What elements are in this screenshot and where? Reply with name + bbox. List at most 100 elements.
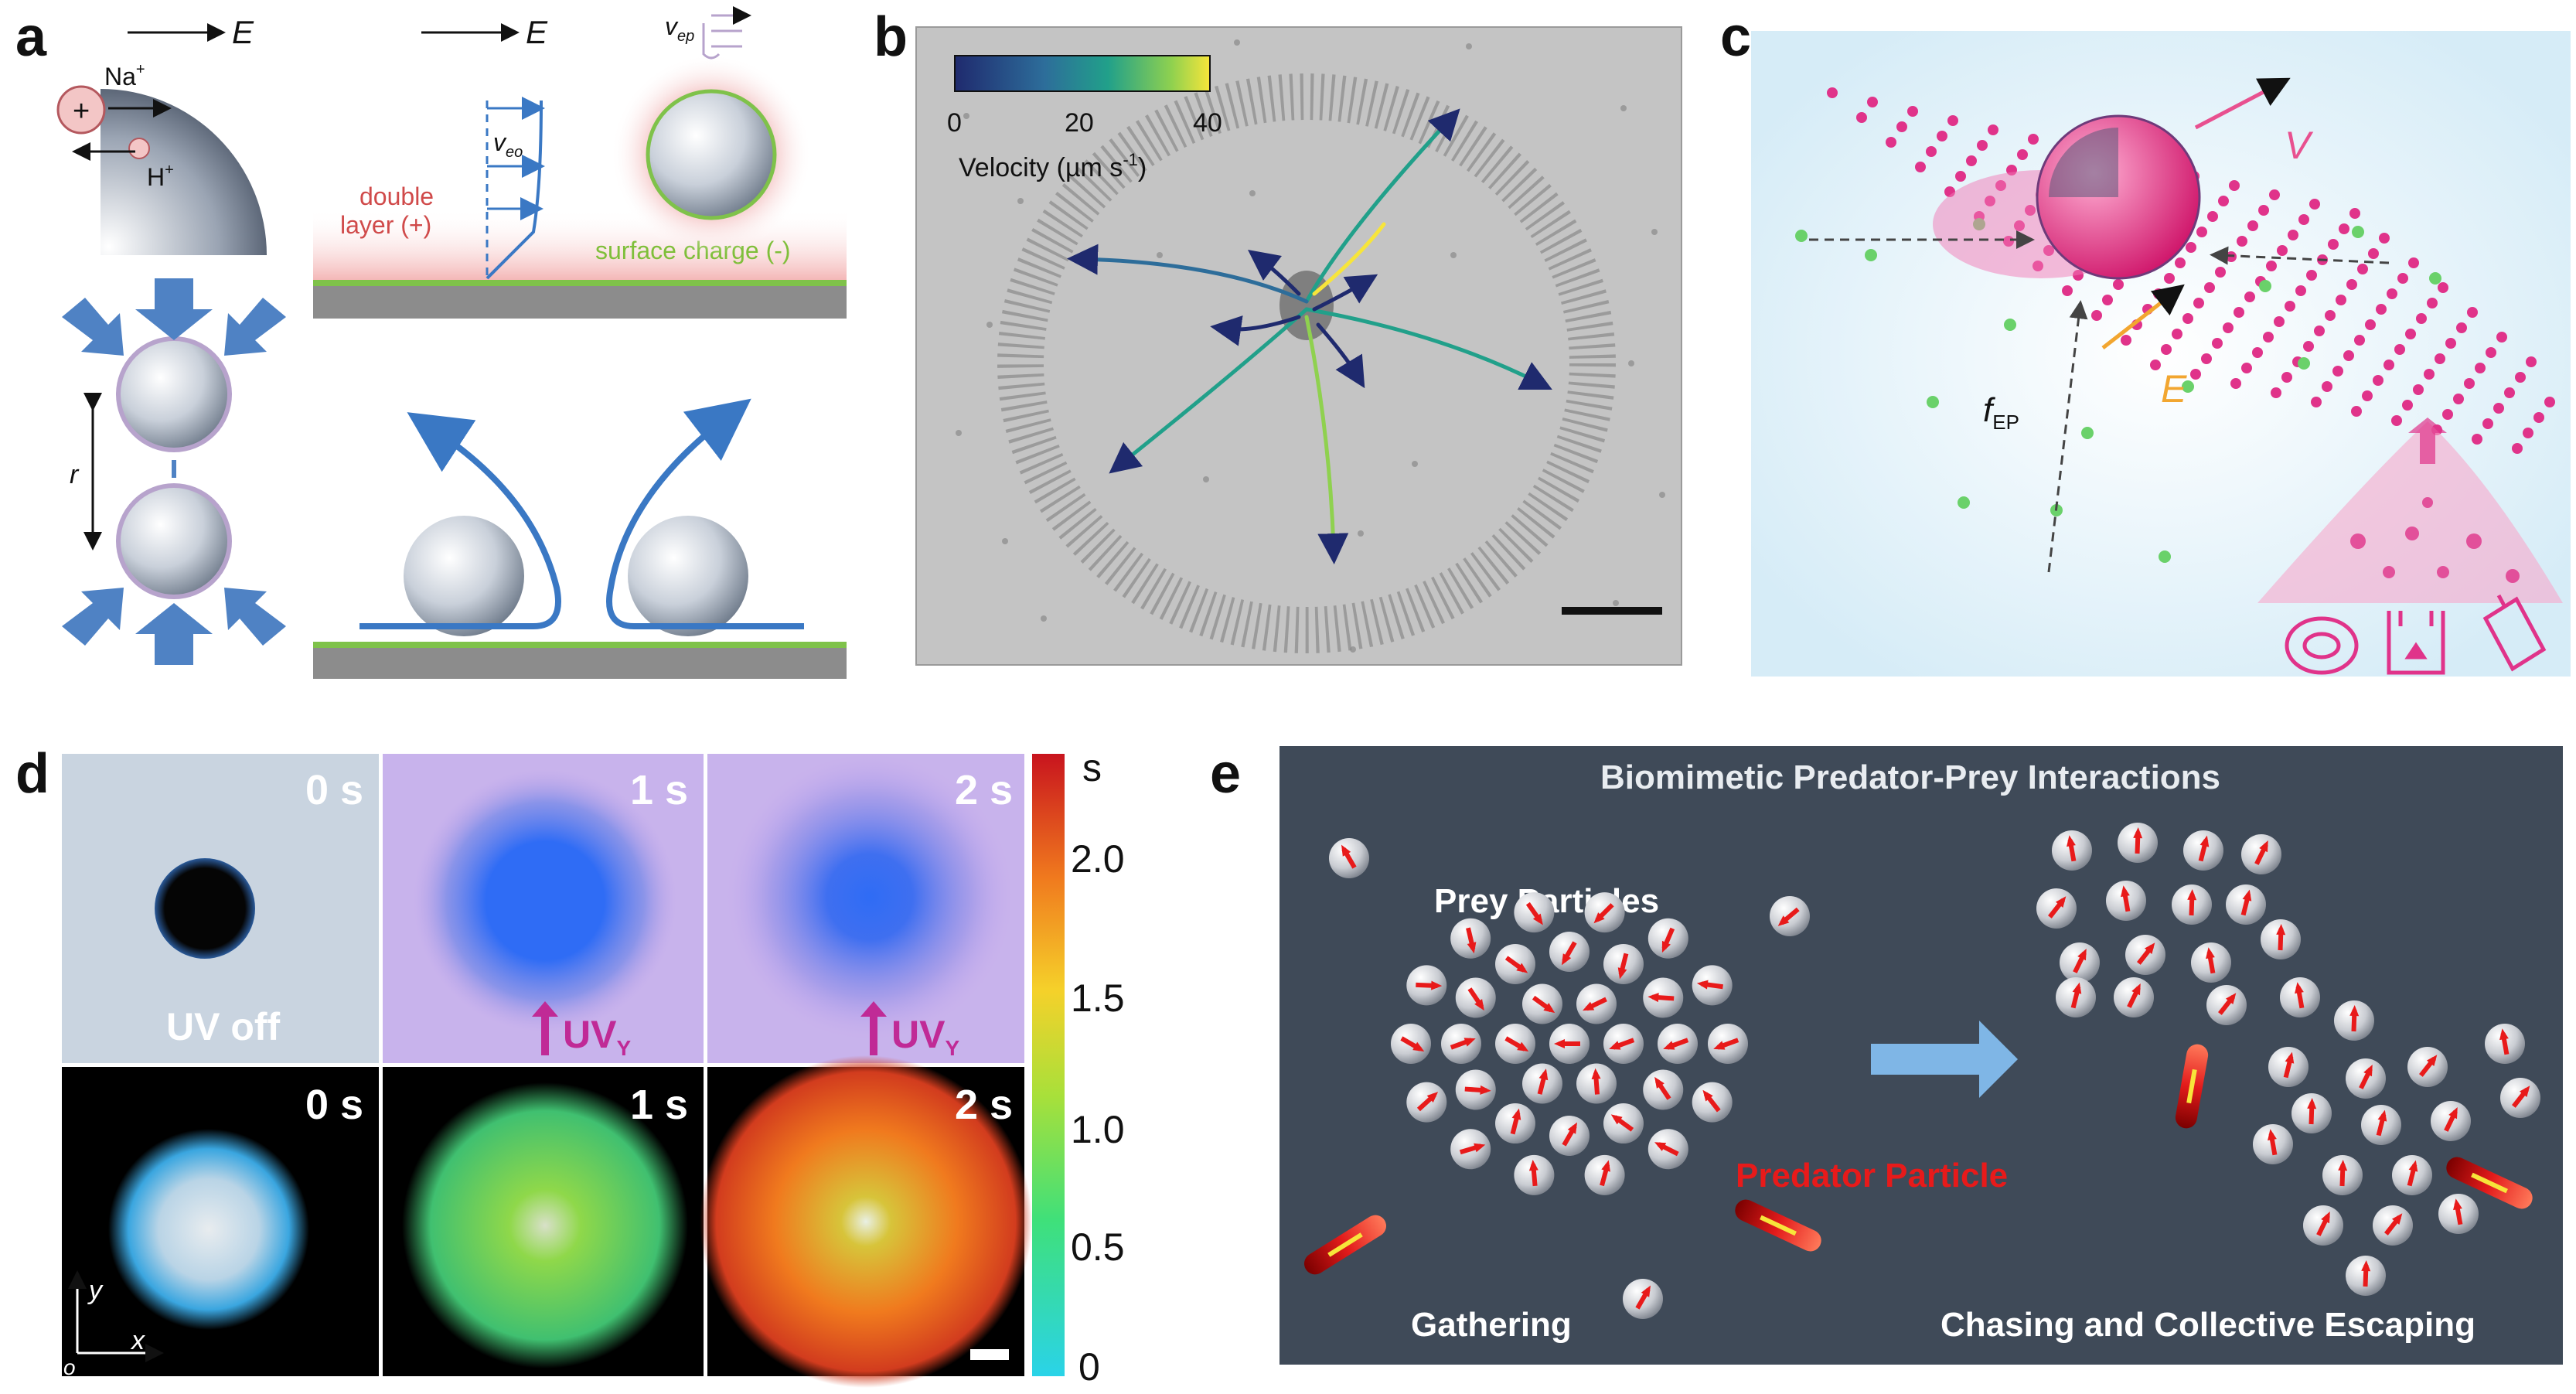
double-layer-label-2: layer (+) bbox=[340, 211, 431, 239]
lattice-particle bbox=[1896, 121, 1907, 132]
lattice-particle bbox=[2175, 257, 2186, 268]
prey-particle bbox=[2303, 1205, 2343, 1246]
surface-charge-strip bbox=[313, 280, 847, 286]
panel-c: c V E fEP bbox=[1720, 6, 2571, 677]
lattice-particle bbox=[2258, 205, 2269, 216]
prey-particle bbox=[1514, 892, 1555, 933]
panel-letter-a: a bbox=[15, 6, 47, 68]
prey-particle bbox=[1495, 943, 1535, 984]
lattice-particle bbox=[2269, 189, 2280, 200]
predator-label: Predator Particle bbox=[1736, 1157, 2008, 1195]
lattice-particle bbox=[2339, 223, 2349, 234]
lattice-particle bbox=[2229, 180, 2240, 191]
e-arrow bbox=[2101, 284, 2185, 349]
prey-particle bbox=[2056, 977, 2096, 1017]
e-field-label-2: E bbox=[526, 14, 548, 50]
particle-ring bbox=[997, 73, 1616, 653]
prey-particle bbox=[2322, 1155, 2363, 1195]
lattice-particle bbox=[1937, 131, 1947, 141]
time-colorbar bbox=[1032, 754, 1065, 1376]
prey-particle bbox=[1576, 1063, 1617, 1104]
bottom-time-2: 2 s bbox=[955, 1082, 1013, 1128]
lattice-particle bbox=[2028, 134, 2039, 145]
lattice-particle bbox=[2281, 372, 2292, 383]
prey-particle bbox=[1603, 943, 1644, 984]
lattice-particle bbox=[2482, 418, 2493, 429]
process-arrow bbox=[1871, 1021, 2018, 1098]
lattice-particle bbox=[2207, 211, 2218, 222]
lattice-particle bbox=[2391, 415, 2402, 426]
velocity-colorbar bbox=[954, 55, 1211, 92]
force-lines bbox=[1809, 230, 2390, 573]
lattice-particle bbox=[2424, 369, 2435, 380]
lattice-particle bbox=[2121, 335, 2131, 346]
prey-particle bbox=[2373, 1205, 2413, 1246]
scale-bar-d bbox=[970, 1349, 1009, 1360]
prey-particle bbox=[2241, 834, 2281, 874]
lattice-particle bbox=[2442, 409, 2453, 420]
colorbar-unit: s bbox=[1082, 746, 1102, 789]
prey-particle bbox=[2206, 985, 2247, 1025]
prey-particle bbox=[2346, 1256, 2386, 1296]
prey-cluster-right bbox=[2036, 823, 2540, 1296]
prey-particle bbox=[1623, 1279, 1663, 1319]
lattice-particle bbox=[2062, 285, 2073, 296]
lattice-particle bbox=[2346, 279, 2357, 290]
lattice-particle bbox=[2435, 353, 2445, 364]
prey-particle bbox=[1643, 1069, 1684, 1110]
lattice-particle bbox=[2533, 412, 2544, 423]
panel-e-title: Biomimetic Predator-Prey Interactions bbox=[1600, 758, 2220, 796]
prey-cluster-left bbox=[1329, 838, 1810, 1319]
prey-particle bbox=[1643, 977, 1684, 1018]
lattice-particle bbox=[1966, 155, 1977, 166]
lattice-particle bbox=[2182, 313, 2193, 324]
lattice-particle bbox=[2475, 363, 2486, 373]
substrate bbox=[313, 286, 847, 319]
substrate-2 bbox=[313, 648, 847, 679]
lattice-particle bbox=[1907, 106, 1918, 117]
lattice-particle bbox=[2357, 264, 2368, 274]
prey-particle bbox=[2500, 1078, 2540, 1118]
prey-particle bbox=[2485, 1024, 2525, 1064]
lattice-particle bbox=[2295, 285, 2306, 296]
lattice-particle bbox=[2091, 310, 2102, 321]
colorbar-tick-40: 40 bbox=[1193, 108, 1222, 138]
lattice-particle bbox=[2314, 325, 2325, 336]
lattice-particle bbox=[2402, 400, 2413, 411]
colorbar-tick-20: 20 bbox=[1065, 108, 1094, 138]
prey-particle bbox=[1514, 1154, 1555, 1195]
particle-quarter bbox=[101, 89, 267, 255]
uv-label-2: UVY bbox=[891, 1013, 959, 1060]
lattice-particle bbox=[2343, 350, 2354, 361]
lattice-particle bbox=[2303, 341, 2314, 352]
lattice-particle bbox=[2237, 236, 2247, 247]
prey-particle bbox=[2392, 1155, 2432, 1195]
prey-particle bbox=[1708, 1024, 1748, 1064]
lattice-particle bbox=[2362, 390, 2373, 401]
track-2s bbox=[700, 1055, 1032, 1388]
lattice-particle bbox=[2234, 307, 2244, 318]
lattice-particle bbox=[2215, 267, 2226, 278]
e-field-label: E bbox=[232, 14, 254, 50]
track-1s bbox=[402, 1082, 688, 1368]
lattice-particle bbox=[2486, 347, 2496, 358]
predator-center bbox=[1735, 1199, 1821, 1252]
lattice-particle bbox=[2322, 381, 2332, 392]
panel-letter-b: b bbox=[874, 6, 908, 68]
lattice-particle bbox=[1988, 124, 1998, 135]
lattice-particle bbox=[2306, 270, 2317, 281]
uv-arrow-2 bbox=[860, 1001, 887, 1055]
lattice-particle bbox=[2212, 338, 2223, 349]
lattice-particle bbox=[2368, 248, 2379, 259]
double-layer-label: double bbox=[359, 182, 434, 210]
panel-d: d 0 s 1 s 2 s UV off UVY UVY 0 s 1 s 2 s… bbox=[15, 743, 1125, 1389]
trajectories bbox=[1067, 108, 1552, 564]
lattice-particle bbox=[2456, 322, 2467, 333]
h-label: H+ bbox=[147, 162, 174, 191]
prey-particle bbox=[1441, 1024, 1481, 1064]
lattice-particle bbox=[2504, 387, 2515, 398]
na-ion-plus: + bbox=[73, 95, 90, 128]
prey-particle bbox=[1455, 977, 1496, 1018]
lattice-particle bbox=[1947, 115, 1958, 126]
colorbar-tick-0: 0 bbox=[1078, 1345, 1100, 1389]
